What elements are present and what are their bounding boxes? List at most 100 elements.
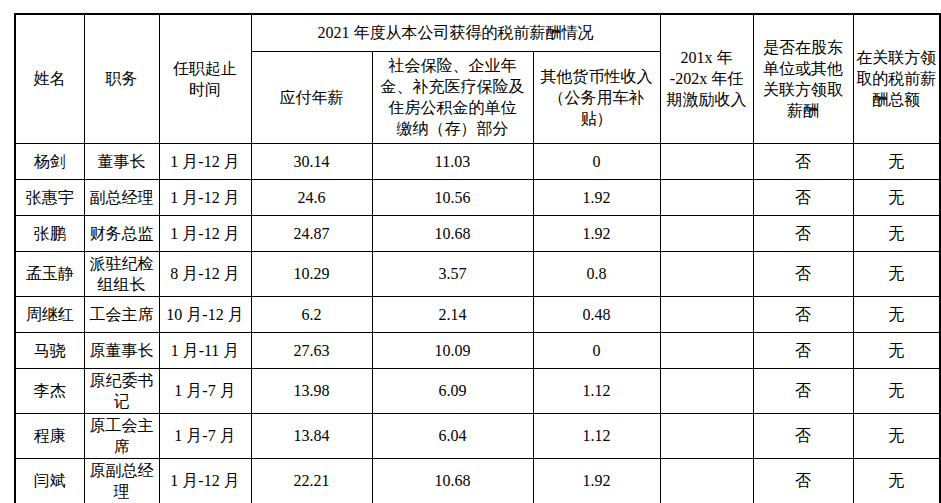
cell-incentive bbox=[660, 458, 753, 503]
table-header: 姓名 职务 任职起止 时间 2021 年度从本公司获得的税前薪酬情况 201x … bbox=[15, 14, 940, 143]
table-row: 杨剑 董事长 1 月-12 月 30.14 11.03 0 否 无 bbox=[15, 143, 940, 179]
cell-salary: 24.87 bbox=[251, 215, 372, 251]
table-row: 李杰 原纪委书 记 1 月-7 月 13.98 6.09 1.12 否 无 bbox=[15, 368, 940, 413]
cell-other-income: 1.12 bbox=[533, 413, 660, 458]
header-salary: 应付年薪 bbox=[251, 51, 372, 143]
table-row: 张鹏 财务总监 1 月-12 月 24.87 10.68 1.92 否 无 bbox=[15, 215, 940, 251]
cell-salary: 13.98 bbox=[251, 368, 372, 413]
cell-incentive bbox=[660, 332, 753, 368]
cell-name: 李杰 bbox=[15, 368, 84, 413]
cell-term: 1 月-12 月 bbox=[159, 179, 251, 215]
cell-related-pay: 否 bbox=[753, 413, 853, 458]
cell-insurance: 6.09 bbox=[372, 368, 533, 413]
cell-name: 孟玉静 bbox=[15, 251, 84, 296]
cell-incentive bbox=[660, 215, 753, 251]
header-incentive: 201x 年 -202x 年任 期激励收入 bbox=[660, 14, 753, 143]
cell-name: 程康 bbox=[15, 413, 84, 458]
cell-insurance: 10.56 bbox=[372, 179, 533, 215]
table-row: 程康 原工会主 席 1 月-7 月 13.84 6.04 1.12 否 无 bbox=[15, 413, 940, 458]
cell-related-total: 无 bbox=[853, 368, 940, 413]
cell-term: 8 月-12 月 bbox=[159, 251, 251, 296]
cell-other-income: 1.92 bbox=[533, 458, 660, 503]
cell-position: 副总经理 bbox=[84, 179, 159, 215]
cell-salary: 13.84 bbox=[251, 413, 372, 458]
cell-related-pay: 否 bbox=[753, 215, 853, 251]
cell-related-total: 无 bbox=[853, 296, 940, 332]
table-row: 闫斌 原副总经 理 1 月-12 月 22.21 10.68 1.92 否 无 bbox=[15, 458, 940, 503]
cell-incentive bbox=[660, 251, 753, 296]
cell-related-pay: 否 bbox=[753, 179, 853, 215]
header-other-income: 其他货币性收入 （公务用车补 贴） bbox=[533, 51, 660, 143]
salary-table: 姓名 职务 任职起止 时间 2021 年度从本公司获得的税前薪酬情况 201x … bbox=[14, 13, 941, 503]
cell-insurance: 2.14 bbox=[372, 296, 533, 332]
cell-salary: 22.21 bbox=[251, 458, 372, 503]
header-name: 姓名 bbox=[15, 14, 84, 143]
cell-other-income: 1.92 bbox=[533, 179, 660, 215]
table-row: 马骁 原董事长 1 月-11 月 27.63 10.09 0 否 无 bbox=[15, 332, 940, 368]
cell-incentive bbox=[660, 413, 753, 458]
cell-related-pay: 否 bbox=[753, 368, 853, 413]
cell-salary: 6.2 bbox=[251, 296, 372, 332]
table-row: 周继红 工会主席 10 月-12 月 6.2 2.14 0.48 否 无 bbox=[15, 296, 940, 332]
header-insurance: 社会保险、企业年 金、补充医疗保险及 住房公积金的单位 缴纳（存）部分 bbox=[372, 51, 533, 143]
table-row: 孟玉静 派驻纪检 组组长 8 月-12 月 10.29 3.57 0.8 否 无 bbox=[15, 251, 940, 296]
cell-position: 原副总经 理 bbox=[84, 458, 159, 503]
cell-related-pay: 否 bbox=[753, 296, 853, 332]
cell-insurance: 10.68 bbox=[372, 215, 533, 251]
cell-incentive bbox=[660, 368, 753, 413]
cell-related-pay: 否 bbox=[753, 143, 853, 179]
cell-incentive bbox=[660, 143, 753, 179]
header-related-total: 在关联方领 取的税前薪 酬总额 bbox=[853, 14, 940, 143]
cell-other-income: 1.12 bbox=[533, 368, 660, 413]
cell-salary: 24.6 bbox=[251, 179, 372, 215]
cell-salary: 30.14 bbox=[251, 143, 372, 179]
cell-term: 10 月-12 月 bbox=[159, 296, 251, 332]
cell-position: 原工会主 席 bbox=[84, 413, 159, 458]
table-body: 杨剑 董事长 1 月-12 月 30.14 11.03 0 否 无 张惠宇 副总… bbox=[15, 143, 940, 503]
cell-salary: 27.63 bbox=[251, 332, 372, 368]
cell-insurance: 10.09 bbox=[372, 332, 533, 368]
cell-related-total: 无 bbox=[853, 251, 940, 296]
table-row: 张惠宇 副总经理 1 月-12 月 24.6 10.56 1.92 否 无 bbox=[15, 179, 940, 215]
cell-term: 1 月-12 月 bbox=[159, 215, 251, 251]
cell-insurance: 3.57 bbox=[372, 251, 533, 296]
cell-insurance: 11.03 bbox=[372, 143, 533, 179]
cell-incentive bbox=[660, 296, 753, 332]
cell-name: 张鹏 bbox=[15, 215, 84, 251]
cell-term: 1 月-12 月 bbox=[159, 458, 251, 503]
cell-incentive bbox=[660, 179, 753, 215]
cell-other-income: 1.92 bbox=[533, 215, 660, 251]
header-row-group: 姓名 职务 任职起止 时间 2021 年度从本公司获得的税前薪酬情况 201x … bbox=[15, 14, 940, 51]
cell-name: 张惠宇 bbox=[15, 179, 84, 215]
cell-name: 闫斌 bbox=[15, 458, 84, 503]
cell-insurance: 6.04 bbox=[372, 413, 533, 458]
cell-position: 派驻纪检 组组长 bbox=[84, 251, 159, 296]
cell-name: 马骁 bbox=[15, 332, 84, 368]
cell-position: 工会主席 bbox=[84, 296, 159, 332]
cell-position: 董事长 bbox=[84, 143, 159, 179]
cell-salary: 10.29 bbox=[251, 251, 372, 296]
cell-other-income: 0 bbox=[533, 143, 660, 179]
cell-position: 原纪委书 记 bbox=[84, 368, 159, 413]
cell-related-total: 无 bbox=[853, 332, 940, 368]
cell-related-pay: 否 bbox=[753, 458, 853, 503]
cell-position: 财务总监 bbox=[84, 215, 159, 251]
cell-related-pay: 否 bbox=[753, 251, 853, 296]
cell-term: 1 月-7 月 bbox=[159, 368, 251, 413]
cell-term: 1 月-11 月 bbox=[159, 332, 251, 368]
cell-related-total: 无 bbox=[853, 413, 940, 458]
header-term: 任职起止 时间 bbox=[159, 14, 251, 143]
cell-related-total: 无 bbox=[853, 179, 940, 215]
cell-term: 1 月-12 月 bbox=[159, 143, 251, 179]
cell-insurance: 10.68 bbox=[372, 458, 533, 503]
cell-other-income: 0 bbox=[533, 332, 660, 368]
cell-related-pay: 否 bbox=[753, 332, 853, 368]
cell-other-income: 0.8 bbox=[533, 251, 660, 296]
cell-other-income: 0.48 bbox=[533, 296, 660, 332]
cell-related-total: 无 bbox=[853, 143, 940, 179]
cell-related-total: 无 bbox=[853, 458, 940, 503]
header-related-pay: 是否在股东 单位或其他 关联方领取 薪酬 bbox=[753, 14, 853, 143]
cell-term: 1 月-7 月 bbox=[159, 413, 251, 458]
cell-position: 原董事长 bbox=[84, 332, 159, 368]
header-group-2021: 2021 年度从本公司获得的税前薪酬情况 bbox=[251, 14, 660, 51]
